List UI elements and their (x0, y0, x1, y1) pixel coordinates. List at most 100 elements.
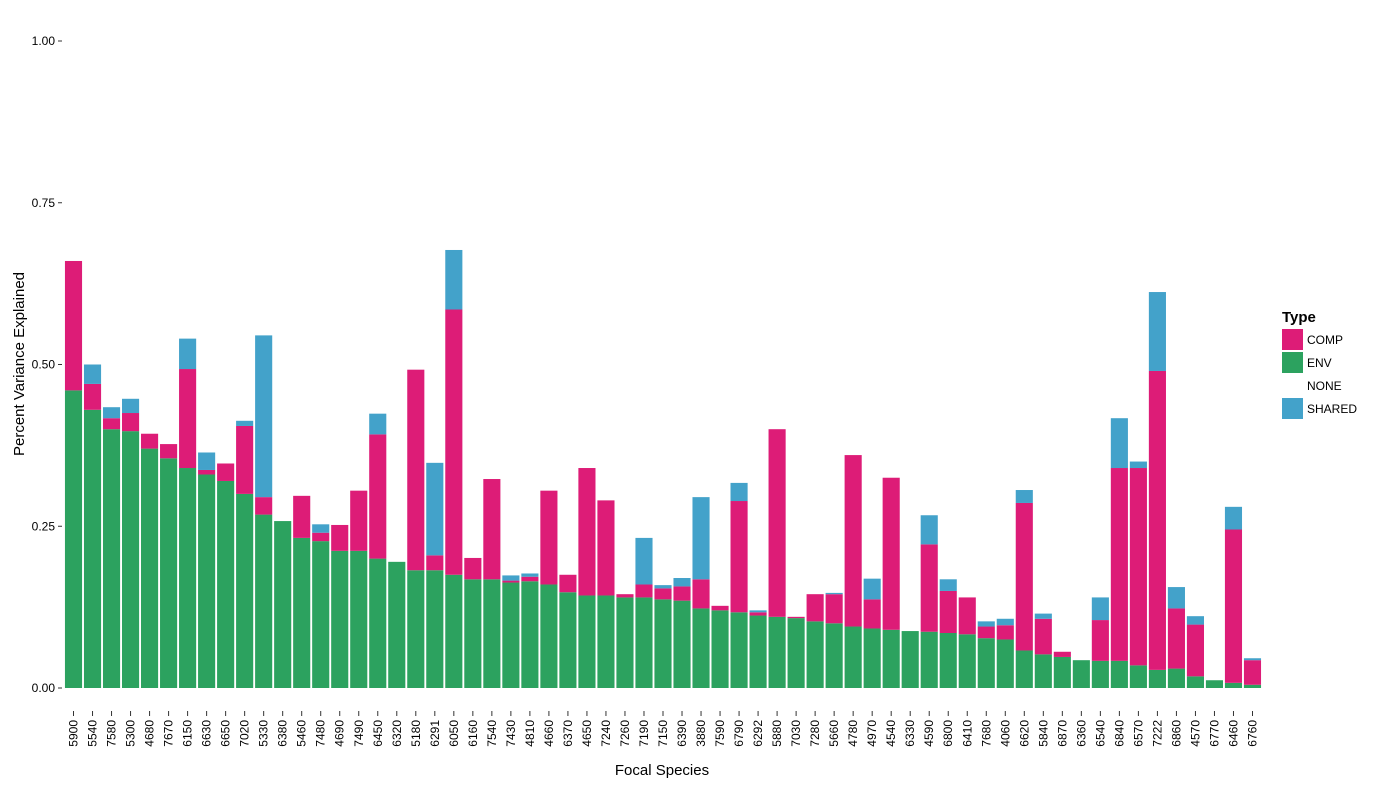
bar-env-6410 (958, 634, 976, 688)
bar-shared-6790 (730, 482, 748, 502)
bar-env-6450 (369, 558, 387, 688)
x-tick-label: 7280 (808, 720, 822, 747)
x-tick-label: 4680 (143, 720, 157, 747)
bar-comp-7480 (312, 532, 330, 542)
bar-shared-6840 (1110, 418, 1128, 469)
x-tick-label: 7680 (979, 720, 993, 747)
y-tick-label: 0.00 (32, 681, 56, 695)
x-tick-label: 6460 (1226, 720, 1240, 747)
bar-comp-6150 (179, 369, 197, 469)
x-tick-label: 6150 (181, 720, 195, 747)
bar-env-5460 (293, 537, 311, 688)
bar-env-6840 (1110, 660, 1128, 688)
bar-env-7020 (236, 493, 254, 688)
bar-env-6860 (1167, 668, 1185, 688)
bar-shared-5840 (1034, 613, 1052, 619)
legend-label-shared: SHARED (1307, 402, 1357, 416)
bars-layer (64, 249, 1262, 688)
legend-key-none (1282, 375, 1303, 396)
bar-shared-3880 (692, 497, 710, 580)
x-tick-label: 5180 (409, 720, 423, 747)
x-tick-label: 6790 (732, 720, 746, 747)
bar-comp-4780 (844, 455, 862, 627)
legend-title: Type (1282, 309, 1316, 326)
bar-env-5900 (64, 390, 83, 688)
x-tick-label: 5840 (1036, 720, 1050, 747)
bar-comp-5330 (255, 497, 273, 515)
y-tick-label: 0.25 (32, 519, 56, 533)
bar-shared-6050 (445, 249, 463, 310)
bar-shared-6460 (1224, 506, 1243, 530)
x-tick-label: 7240 (599, 720, 613, 747)
x-tick-label: 7490 (352, 720, 366, 747)
bar-shared-5540 (83, 364, 102, 384)
bar-env-6390 (673, 600, 691, 688)
bar-comp-6760 (1243, 660, 1262, 685)
bar-env-5180 (407, 570, 425, 688)
bar-comp-6160 (464, 557, 482, 580)
bar-shared-5330 (255, 335, 273, 498)
bar-comp-6800 (939, 590, 957, 633)
x-tick-label: 6570 (1131, 720, 1145, 747)
bar-env-7580 (102, 429, 121, 688)
bar-shared-6540 (1091, 597, 1109, 621)
x-tick-label: 4540 (884, 720, 898, 747)
bar-comp-4680 (141, 433, 159, 449)
bar-comp-5540 (83, 383, 102, 410)
y-tick-label: 0.75 (32, 196, 56, 210)
bar-env-7030 (787, 618, 805, 688)
x-tick-label: 6330 (903, 720, 917, 747)
bar-comp-6860 (1167, 608, 1185, 669)
bar-env-7240 (597, 595, 615, 688)
bar-shared-7150 (654, 585, 672, 589)
bar-env-6330 (901, 631, 919, 688)
bar-comp-6840 (1110, 468, 1128, 661)
bar-env-5540 (83, 409, 102, 688)
bar-comp-7222 (1148, 370, 1166, 670)
bar-env-5660 (825, 623, 843, 688)
bar-comp-6291 (426, 555, 444, 571)
x-tick-label: 4780 (846, 720, 860, 747)
x-tick-label: 6390 (675, 720, 689, 747)
x-tick-label: 6050 (447, 720, 461, 747)
bar-comp-7240 (597, 500, 615, 596)
bar-comp-4570 (1186, 624, 1204, 677)
bar-comp-7150 (654, 588, 672, 600)
bar-env-4690 (331, 550, 349, 688)
bar-shared-6860 (1167, 587, 1185, 609)
bar-shared-4810 (521, 573, 539, 577)
x-tick-label: 6870 (1055, 720, 1069, 747)
bar-env-6460 (1224, 682, 1243, 688)
x-tick-label: 4650 (580, 720, 594, 747)
bar-shared-5300 (122, 398, 140, 414)
x-tick-label: 6370 (561, 720, 575, 747)
bar-comp-7580 (102, 418, 121, 430)
bar-comp-5660 (825, 594, 843, 624)
bar-env-6150 (179, 468, 197, 688)
y-axis: 0.00 0.25 0.50 0.75 1.00 (32, 34, 62, 695)
bar-shared-7480 (312, 524, 330, 533)
x-tick-label: 6650 (219, 720, 233, 747)
bar-env-6320 (388, 561, 406, 688)
bar-comp-7680 (977, 626, 995, 639)
bar-comp-4690 (331, 524, 349, 551)
bar-shared-6450 (369, 413, 387, 435)
bar-comp-4060 (996, 625, 1014, 640)
x-tick-label: 7260 (618, 720, 632, 747)
x-tick-label: 7590 (713, 720, 727, 747)
bar-env-7260 (616, 597, 634, 688)
bar-env-3880 (692, 608, 710, 688)
bar-env-6160 (464, 579, 482, 688)
bar-shared-4970 (863, 578, 881, 600)
bar-comp-7490 (350, 490, 368, 551)
bar-comp-7020 (236, 425, 254, 494)
bar-comp-4650 (578, 468, 596, 596)
bar-comp-6050 (445, 309, 463, 575)
bar-comp-6790 (730, 501, 748, 613)
bar-comp-4810 (521, 576, 539, 582)
x-tick-label: 6760 (1245, 720, 1259, 747)
bar-shared-6150 (179, 338, 197, 370)
bar-env-7490 (350, 550, 368, 688)
bar-comp-6390 (673, 586, 691, 601)
